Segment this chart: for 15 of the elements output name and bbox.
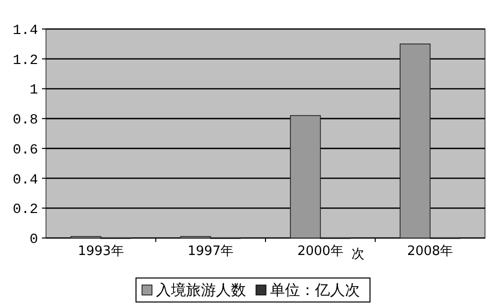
y-tick-label: 0 — [30, 232, 38, 248]
x-tick-label: 1997年 — [188, 244, 234, 259]
x-tick-label: 2008年 — [407, 244, 454, 259]
text: 次 — [352, 247, 364, 262]
y-tick-label: 0.4 — [12, 172, 38, 188]
legend-label: 单位：亿人次 — [270, 281, 360, 299]
legend-label: 入境旅游人数 — [156, 281, 246, 299]
y-tick-label: 1.2 — [12, 52, 38, 69]
y-tick-label: 1 — [30, 82, 38, 99]
y-tick-label: 0.8 — [12, 112, 38, 129]
x-tick-label: 1993年 — [78, 244, 124, 259]
y-tick-label: 1.4 — [12, 23, 38, 39]
y-tick-label: 0.2 — [12, 202, 38, 218]
x-tick-label: 2000年 — [297, 244, 344, 259]
y-tick-label: 0.6 — [12, 142, 38, 158]
